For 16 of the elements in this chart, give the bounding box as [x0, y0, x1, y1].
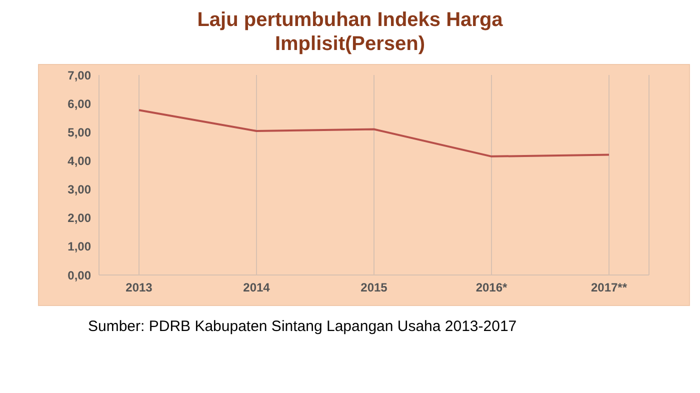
x-tick-label: 2013: [126, 280, 153, 295]
y-tick-label: 0,00: [68, 268, 92, 282]
x-tick-label: 2015: [360, 280, 388, 295]
line-series: [138, 109, 610, 158]
y-tick-label: 3,00: [68, 182, 92, 197]
x-tick-label: 2017**: [590, 280, 628, 295]
chart-title: Laju pertumbuhan Indeks Harga Implisit(Persen): [196, 8, 504, 56]
y-tick-label: 7,00: [68, 68, 92, 82]
text: Sumber: PDRB Kabupaten Sintang Lapangan Usaha 2013-2017: [88, 318, 518, 336]
y-tick-label: 4,00: [68, 154, 92, 168]
x-tick-label: 2016*: [476, 280, 508, 295]
y-tick-label: 1,00: [68, 240, 92, 254]
y-tick-label: 6,00: [68, 96, 92, 111]
y-tick-label: 5,00: [68, 125, 92, 140]
x-tick-label: 2014: [243, 280, 270, 295]
y-tick-label: 2,00: [68, 211, 92, 226]
